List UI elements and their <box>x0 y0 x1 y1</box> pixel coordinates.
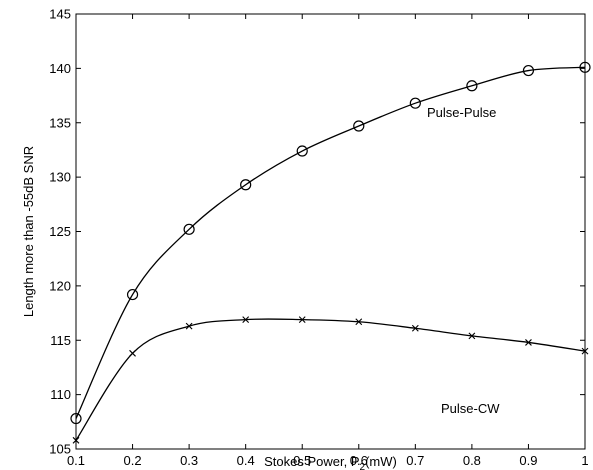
series-line-pulse-pulse <box>75 66 586 419</box>
data-point-x-stroke <box>185 322 193 330</box>
x-tick-label: 0.1 <box>67 453 85 468</box>
plot-frame <box>75 13 586 450</box>
x-axis-label-subscript: 2 <box>360 462 366 470</box>
data-point-x-stroke <box>411 324 419 332</box>
data-point-x <box>242 316 250 323</box>
data-point-circle <box>240 179 252 191</box>
data-point-circle <box>296 145 308 157</box>
series-label-pulse-pulse: Pulse-Pulse <box>427 105 496 120</box>
x-axis: 0.1 0.2 0.3 0.4 0.5 0.6 0.7 0.8 0.9 1 <box>67 14 589 468</box>
y-tick-label: 135 <box>49 115 71 130</box>
y-axis-label: Length more than -55dB SNR <box>21 146 36 317</box>
data-point-x <box>129 349 136 357</box>
data-point-circle <box>183 223 195 235</box>
y-tick-label: 130 <box>49 170 71 185</box>
x-tick-label: 0.2 <box>124 453 142 468</box>
series-label-pulse-cw: Pulse-CW <box>441 401 500 416</box>
data-point-x-stroke <box>355 318 363 326</box>
data-point-x-stroke <box>129 349 136 357</box>
data-point-x <box>581 347 589 355</box>
series-pulse-cw <box>72 316 589 444</box>
series-line-pulse-cw <box>75 318 586 441</box>
y-tick-label: 115 <box>50 333 71 348</box>
x-tick-label: 0.3 <box>180 453 198 468</box>
data-point-circle <box>522 64 535 77</box>
x-axis-label: Stokes Power, P2(mW) <box>264 454 397 470</box>
x-tick-label: 0.6 <box>350 453 368 468</box>
data-point-x-stroke <box>72 436 80 444</box>
data-point-x-stroke <box>242 316 250 323</box>
data-point-x <box>525 339 532 346</box>
data-point-x-stroke <box>581 347 589 355</box>
x-tick-label: 0.4 <box>237 453 255 468</box>
data-point-circle <box>353 120 365 132</box>
data-point-x-stroke <box>525 339 532 346</box>
data-point-x <box>411 324 419 332</box>
data-point-x-stroke <box>468 332 476 340</box>
data-point-x <box>355 318 363 326</box>
x-tick-label: 1 <box>581 453 588 468</box>
y-tick-label: 105 <box>49 442 71 457</box>
data-point-circle <box>579 61 591 73</box>
y-tick-label: 140 <box>49 61 71 76</box>
x-axis-label-text: Stokes Power, P <box>264 454 359 469</box>
x-tick-label: 0.5 <box>293 453 311 468</box>
data-point-x <box>468 332 476 340</box>
y-tick-label: 125 <box>49 224 71 239</box>
y-tick-label: 110 <box>50 387 71 402</box>
y-tick-label: 145 <box>49 7 71 22</box>
x-tick-label: 0.7 <box>406 453 424 468</box>
data-point-circle <box>466 80 478 92</box>
series-pulse-pulse <box>70 61 591 425</box>
y-axis: 105 110 115 120 125 130 135 140 145 <box>49 7 585 457</box>
data-point-circle <box>70 412 82 425</box>
data-point-x <box>298 316 306 323</box>
data-point-x-stroke <box>298 316 306 323</box>
series-layer <box>70 61 591 444</box>
data-point-circle <box>126 288 139 301</box>
data-point-x <box>72 436 80 444</box>
y-tick-label: 120 <box>49 278 71 293</box>
data-point-x <box>185 322 193 330</box>
plot-area <box>75 13 586 450</box>
x-tick-label: 0.9 <box>519 453 537 468</box>
x-tick-label: 0.8 <box>463 453 481 468</box>
data-point-circle <box>409 97 421 109</box>
x-axis-label-unit: (mW) <box>365 454 397 469</box>
